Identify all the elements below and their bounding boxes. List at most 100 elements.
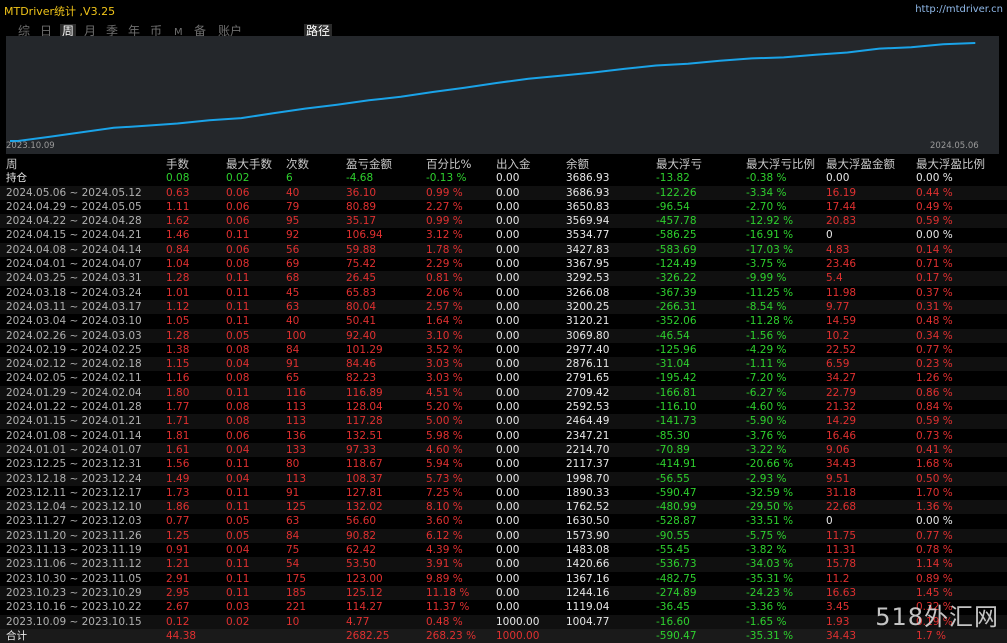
table-cell: 1.86 xyxy=(166,501,190,514)
table-cell: 1244.16 xyxy=(566,586,610,599)
table-cell: -32.59 % xyxy=(746,486,794,499)
table-cell: 1.78 % xyxy=(426,243,463,256)
table-cell: -3.76 % xyxy=(746,429,787,442)
table-cell: 2.57 % xyxy=(426,300,463,313)
table-row[interactable]: 2023.10.16 ~ 2023.10.22 2.67 0.03 221 114.27… xyxy=(0,600,1007,614)
table-cell: 0.00 xyxy=(496,572,520,585)
table-cell: 0.04 xyxy=(226,443,250,456)
table-row[interactable]: 2024.02.12 ~ 2024.02.18 1.15 0.04 91 84.46 3.… xyxy=(0,357,1007,372)
table-cell: 2024.02.26 ~ 2024.03.03 xyxy=(6,329,142,342)
column-header: 盈亏金额 xyxy=(346,157,392,171)
table-cell: -90.55 xyxy=(656,529,690,542)
table-cell: -34.03 % xyxy=(746,558,794,571)
table-cell: 2.91 xyxy=(166,572,190,585)
table-row[interactable]: 2024.01.29 ~ 2024.02.04 1.80 0.11 116 116.89… xyxy=(0,385,1007,401)
table-cell: 2024.03.25 ~ 2024.03.31 xyxy=(6,272,142,285)
table-row[interactable]: 2024.05.06 ~ 2024.05.12 0.63 0.06 40 36.10 0.… xyxy=(0,185,1007,200)
tab-0[interactable]: 综 xyxy=(18,24,31,38)
table-cell: -96.54 xyxy=(656,200,690,213)
table-row[interactable]: 2024.04.15 ~ 2024.04.21 1.46 0.11 92 106.94 3… xyxy=(0,228,1007,242)
table-cell: 3650.83 xyxy=(566,200,610,213)
table-cell: 2024.03.18 ~ 2024.03.24 xyxy=(6,286,142,299)
table-cell: -7.20 % xyxy=(746,372,787,385)
table-cell: 6.12 % xyxy=(426,529,463,542)
table-row[interactable]: 2024.04.01 ~ 2024.04.07 1.04 0.08 69 75.42 2.… xyxy=(0,257,1007,271)
equity-point xyxy=(81,131,83,133)
tab-9[interactable]: 账户 xyxy=(218,24,243,38)
tab-8[interactable]: 备 xyxy=(194,24,207,38)
table-row[interactable]: 2023.11.27 ~ 2023.12.03 0.77 0.05 63 56.60 3.… xyxy=(0,514,1007,528)
total-cell: 34.43 xyxy=(826,629,857,642)
equity-point xyxy=(687,63,689,65)
tab-3[interactable]: 月 xyxy=(84,24,97,38)
table-cell: 90.82 xyxy=(346,529,377,542)
table-row[interactable]: 2024.02.26 ~ 2024.03.03 1.28 0.05 100 92.40 3… xyxy=(0,328,1007,343)
table-cell: 2023.11.06 ~ 2023.11.12 xyxy=(6,558,142,571)
table-cell: -8.54 % xyxy=(746,300,787,313)
table-cell: 62.42 xyxy=(346,544,377,557)
table-row[interactable]: 2023.12.04 ~ 2023.12.10 1.86 0.11 125 132.02… xyxy=(0,500,1007,515)
table-cell: 9.51 xyxy=(826,472,850,485)
table-row[interactable]: 2024.01.01 ~ 2024.01.07 1.61 0.04 133 97.33 4… xyxy=(0,442,1007,458)
table-cell: -5.75 % xyxy=(746,529,787,542)
table-row[interactable]: 2024.02.05 ~ 2024.02.11 1.16 0.08 65 82.23 3.… xyxy=(0,371,1007,385)
table-cell: 97.33 xyxy=(346,443,377,456)
table-cell: -56.55 xyxy=(656,472,690,485)
table-row[interactable]: 2024.03.04 ~ 2024.03.10 1.05 0.11 40 50.41 1.… xyxy=(0,314,1007,328)
table-cell: 2024.02.19 ~ 2024.02.25 xyxy=(6,343,142,356)
table-row[interactable]: 2024.01.22 ~ 2024.01.28 1.77 0.08 113 128.04… xyxy=(0,400,1007,414)
table-cell: 118.67 xyxy=(346,458,383,471)
table-cell: 0.00 xyxy=(496,186,520,199)
tab-1[interactable]: 日 xyxy=(40,24,53,38)
tab-10[interactable]: 路径 xyxy=(304,24,333,38)
table-row[interactable]: 2024.04.29 ~ 2024.05.05 1.11 0.06 79 80.89 2.… xyxy=(0,200,1007,214)
table-row[interactable]: 2023.10.23 ~ 2023.10.29 2.95 0.11 185 125.12… xyxy=(0,585,1007,601)
table-cell: 2024.01.22 ~ 2024.01.28 xyxy=(6,401,142,414)
table-row[interactable]: 2024.03.25 ~ 2024.03.31 1.28 0.11 68 26.45 0.… xyxy=(0,271,1007,286)
table-row[interactable]: 2023.12.18 ~ 2023.12.24 1.49 0.04 113 108.37… xyxy=(0,471,1007,486)
column-header: 余额 xyxy=(566,157,589,171)
table-row[interactable]: 2024.04.08 ~ 2024.04.14 0.84 0.06 56 59.88 1.… xyxy=(0,242,1007,258)
table-row[interactable]: 2024.03.18 ~ 2024.03.24 1.01 0.11 45 65.83 2.… xyxy=(0,286,1007,300)
holding-cell: 持仓 xyxy=(6,172,27,185)
table-cell: 1.14 % xyxy=(916,558,953,571)
table-row[interactable]: 2023.12.11 ~ 2023.12.17 1.73 0.11 91 127.81 7… xyxy=(0,486,1007,500)
table-cell: -1.11 % xyxy=(746,358,787,371)
table-cell: 10 xyxy=(286,615,300,628)
table-row[interactable]: 2023.10.30 ~ 2023.11.05 2.91 0.11 175 123.00… xyxy=(0,572,1007,586)
tab-6[interactable]: 币 xyxy=(150,24,163,38)
tab-2[interactable]: 周 xyxy=(60,24,77,38)
table-cell: 0.00 % xyxy=(916,229,953,242)
equity-point xyxy=(17,140,19,142)
table-row[interactable]: 2023.10.09 ~ 2023.10.15 0.12 0.02 10 4.77 0.4… xyxy=(0,614,1007,629)
tab-4[interactable]: 季 xyxy=(106,24,119,38)
table-row[interactable]: 2023.12.25 ~ 2023.12.31 1.56 0.11 80 118.67 5… xyxy=(0,457,1007,471)
table-row[interactable]: 2023.11.13 ~ 2023.11.19 0.91 0.04 75 62.42 4.… xyxy=(0,543,1007,557)
column-header: 最大浮盈金额 xyxy=(826,157,895,171)
table-cell: 22.68 xyxy=(826,501,857,514)
table-row[interactable]: 2023.11.20 ~ 2023.11.26 1.25 0.05 84 90.82 6.… xyxy=(0,528,1007,544)
table-row[interactable]: 2024.01.08 ~ 2024.01.14 1.81 0.06 136 132.51… xyxy=(0,429,1007,443)
equity-point xyxy=(559,75,561,77)
table-cell: 0.00 xyxy=(496,486,520,499)
tab-5[interactable]: 年 xyxy=(128,24,141,38)
equity-point xyxy=(814,54,817,56)
tab-7[interactable]: M xyxy=(174,27,183,38)
holding-cell: 0.00 % xyxy=(916,172,953,185)
table-row[interactable]: 2023.11.06 ~ 2023.11.12 1.21 0.11 54 53.50 3.… xyxy=(0,557,1007,572)
equity-point xyxy=(974,42,976,44)
equity-point xyxy=(240,117,242,119)
table-cell: 0.06 xyxy=(226,215,250,228)
table-row[interactable]: 2024.04.22 ~ 2024.04.28 1.62 0.06 95 35.17 0.… xyxy=(0,214,1007,229)
table-cell: 2876.11 xyxy=(566,358,610,371)
table-cell: 1890.33 xyxy=(566,486,610,499)
table-row[interactable]: 2024.02.19 ~ 2024.02.25 1.38 0.08 84 101.29 3… xyxy=(0,343,1007,357)
table-row[interactable]: 2024.01.15 ~ 2024.01.21 1.71 0.08 113 117.28… xyxy=(0,414,1007,429)
table-cell: 2.27 % xyxy=(426,200,463,213)
table-cell: 3.03 % xyxy=(426,372,463,385)
table-cell: 0.86 % xyxy=(916,386,953,399)
table-cell: 0.06 xyxy=(226,429,250,442)
website-link[interactable]: http://mtdriver.cn xyxy=(915,4,1003,15)
table-row[interactable]: 2024.03.11 ~ 2024.03.17 1.12 0.11 63 80.04 2.… xyxy=(0,299,1007,315)
table-cell: 63 xyxy=(286,515,300,528)
